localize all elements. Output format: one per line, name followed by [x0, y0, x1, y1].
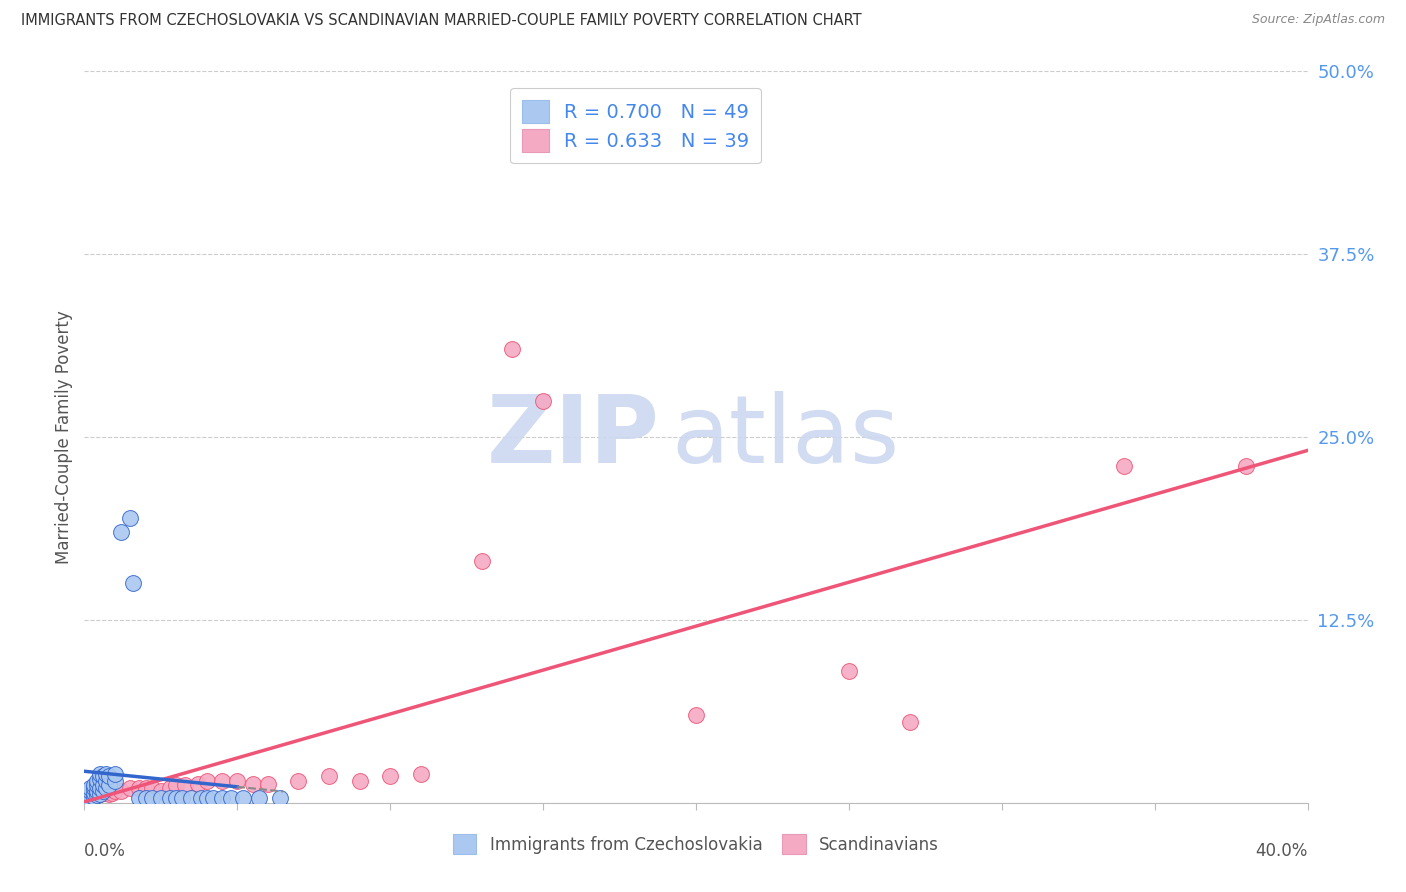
Point [149, 784, 172, 798]
Point [79, 789, 101, 803]
Text: ZIP: ZIP [486, 391, 659, 483]
Point [110, 784, 132, 798]
Point [83, 786, 105, 800]
Point [91, 784, 114, 798]
Point [83, 781, 105, 796]
Point [190, 791, 212, 805]
Point [89, 766, 111, 780]
Point [83, 789, 105, 804]
Point [318, 769, 340, 783]
Point [101, 786, 124, 800]
Point [75, 793, 97, 807]
Point [1114, 459, 1136, 474]
Point [91, 769, 114, 783]
Point [149, 791, 172, 805]
Point [257, 777, 280, 791]
Point [135, 791, 157, 805]
Point [247, 791, 270, 805]
Point [1236, 459, 1258, 474]
Point [86, 784, 108, 798]
Point [76, 789, 98, 804]
Point [79, 784, 101, 798]
Point [211, 773, 233, 788]
Point [89, 787, 111, 801]
Point [86, 773, 108, 788]
Point [287, 773, 309, 788]
Point [110, 525, 132, 540]
Point [75, 791, 97, 805]
Point [104, 766, 127, 780]
Point [226, 773, 249, 788]
Point [86, 789, 108, 803]
Point [159, 791, 181, 805]
Point [79, 789, 101, 803]
Point [104, 773, 127, 788]
Point [409, 766, 432, 780]
Point [180, 791, 202, 805]
Point [83, 778, 105, 792]
Point [141, 791, 163, 805]
Text: Source: ZipAtlas.com: Source: ZipAtlas.com [1251, 13, 1385, 27]
Point [174, 778, 197, 792]
Point [838, 664, 860, 678]
Point [77, 791, 100, 805]
Text: 40.0%: 40.0% [1256, 842, 1308, 860]
Point [531, 393, 554, 408]
Point [135, 781, 157, 796]
Point [94, 773, 117, 788]
Legend: Immigrants from Czechoslovakia, Scandinavians: Immigrants from Czechoslovakia, Scandina… [446, 828, 946, 860]
Text: 0.0%: 0.0% [84, 842, 127, 860]
Point [128, 791, 150, 805]
Point [94, 781, 117, 796]
Point [120, 781, 142, 796]
Text: atlas: atlas [672, 391, 900, 483]
Point [186, 777, 208, 791]
Point [76, 791, 98, 805]
Point [86, 789, 108, 803]
Point [91, 778, 114, 792]
Point [349, 773, 371, 788]
Point [94, 766, 117, 780]
Y-axis label: Married-Couple Family Poverty: Married-Couple Family Poverty [55, 310, 73, 564]
Point [89, 787, 111, 801]
Point [201, 791, 224, 805]
Point [104, 784, 127, 798]
Point [502, 343, 524, 357]
Point [219, 791, 242, 805]
Point [471, 554, 494, 568]
Point [128, 781, 150, 796]
Point [195, 773, 218, 788]
Point [242, 777, 264, 791]
Point [83, 787, 105, 801]
Point [86, 778, 108, 792]
Point [89, 781, 111, 796]
Point [79, 781, 101, 796]
Point [898, 715, 921, 730]
Point [269, 791, 291, 805]
Text: IMMIGRANTS FROM CZECHOSLOVAKIA VS SCANDINAVIAN MARRIED-COUPLE FAMILY POVERTY COR: IMMIGRANTS FROM CZECHOSLOVAKIA VS SCANDI… [21, 13, 862, 29]
Point [159, 781, 181, 796]
Point [89, 772, 111, 787]
Point [165, 778, 187, 792]
Point [94, 786, 117, 800]
Point [120, 510, 142, 524]
Point [685, 708, 707, 723]
Point [232, 791, 254, 805]
Point [141, 781, 163, 796]
Point [97, 787, 120, 801]
Point [122, 576, 145, 591]
Point [165, 791, 187, 805]
Point [97, 769, 120, 783]
Point [76, 787, 98, 801]
Point [76, 789, 98, 804]
Point [380, 769, 402, 783]
Point [97, 778, 120, 792]
Point [91, 786, 114, 800]
Point [195, 791, 218, 805]
Point [211, 791, 233, 805]
Point [172, 791, 194, 805]
